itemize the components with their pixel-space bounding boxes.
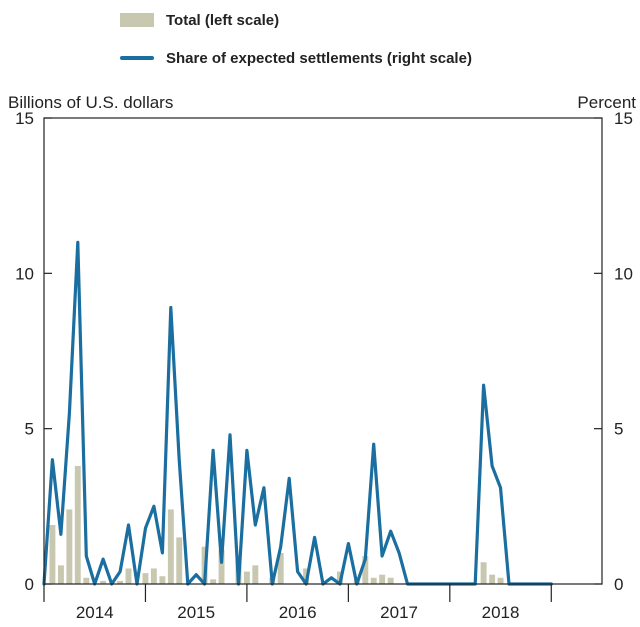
left-tick-label: 5 [25,420,34,439]
x-tick-label: 2018 [482,603,520,622]
plot-frame [43,117,603,585]
share-line [42,240,553,586]
bar [489,574,496,584]
x-tick-label: 2017 [380,603,418,622]
right-axis-label: Percent [577,93,636,112]
right-tick-label: 10 [614,264,633,283]
legend: Total (left scale) Share of expected set… [120,8,472,84]
right-tick-label: 15 [614,109,633,128]
legend-swatch-line [120,56,154,60]
bar [379,574,386,584]
x-tick-label: 2016 [279,603,317,622]
x-axis: 2014 2015 2016 2017 2018 [43,584,552,622]
left-axis-label: Billions of U.S. dollars [8,93,173,112]
bar [210,579,217,584]
bar [387,577,394,584]
legend-item-share: Share of expected settlements (right sca… [120,46,472,70]
bar [362,556,369,584]
bar [57,565,64,584]
right-tick-label: 0 [614,575,623,594]
bar [142,573,149,584]
bar [252,565,259,584]
bar [83,577,90,584]
legend-swatch-bar [120,13,154,27]
x-tick-label: 2014 [76,603,114,622]
bar [497,577,504,584]
bar [243,571,250,584]
left-tick-label: 0 [25,575,34,594]
bar [117,580,124,584]
left-tick-label: 15 [15,109,34,128]
bar [159,576,166,584]
bar [150,568,157,584]
bar [66,509,73,584]
bar [176,537,183,584]
bar [167,509,174,584]
right-tick-label: 5 [614,420,623,439]
bar [370,577,377,584]
right-axis-ticks: 0 5 10 15 [594,109,633,594]
bar [125,568,132,584]
legend-item-total: Total (left scale) [120,8,472,32]
left-axis-ticks: 0 5 10 15 [15,109,52,594]
bar [277,552,284,584]
line-series [42,240,553,586]
bar [49,524,56,584]
left-tick-label: 10 [15,264,34,283]
bar [218,549,225,584]
bar [480,562,487,584]
bar [100,580,107,584]
bar [74,465,81,584]
legend-label-total: Total (left scale) [166,11,280,29]
legend-label-share: Share of expected settlements (right sca… [166,49,472,67]
x-tick-label: 2015 [177,603,215,622]
